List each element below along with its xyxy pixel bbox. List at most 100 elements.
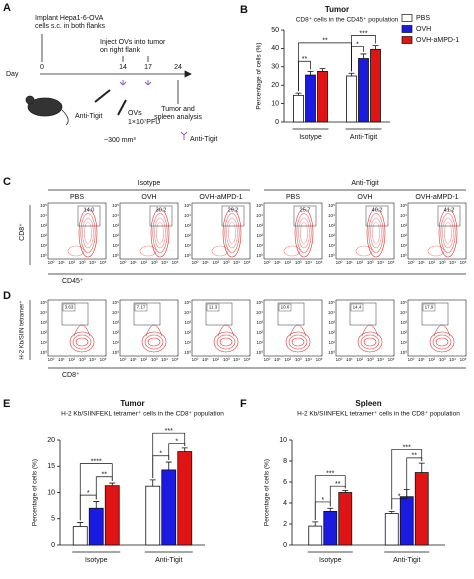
step-text: Implant Hepa1-6-OVA	[35, 15, 104, 22]
y-tick-label: 10¹	[184, 243, 191, 248]
group-header: Isotype	[138, 180, 161, 187]
y-tick-label: 10²	[112, 330, 119, 335]
x-tick-label: 10³	[223, 260, 230, 265]
y-tick-label: 10⁴	[256, 213, 263, 218]
x-tick-label: 10¹	[418, 260, 425, 265]
flow-plot	[47, 202, 107, 260]
x-tick-label: 10¹	[274, 260, 281, 265]
flow-plot	[47, 299, 107, 357]
error-bar	[312, 521, 319, 527]
y-tick-label: 10²	[40, 330, 47, 335]
y-tick-label: 4	[283, 500, 287, 507]
gate-value: 7.17	[137, 305, 146, 310]
x-tick-label: 10¹	[418, 357, 425, 362]
significance-label: *	[175, 439, 178, 446]
y-axis-label: Percentage of cells (%)	[264, 459, 271, 526]
step-text: Inject OVs into tumor	[100, 39, 166, 46]
x-tick-label: 10⁰	[408, 357, 415, 362]
x-tick-label: 10¹	[202, 260, 209, 265]
significance-label: ***	[403, 444, 411, 451]
y-tick-label: 0	[283, 542, 287, 549]
x-tick-label: 10³	[151, 357, 158, 362]
contour	[216, 334, 236, 350]
y-tick-label: 10⁵	[184, 300, 191, 305]
gate-value: 10.6	[281, 305, 290, 310]
gate-value: 41.2	[444, 207, 455, 213]
step-text: on right flank	[100, 47, 141, 54]
gate-label-box	[62, 303, 76, 312]
y-tick-label: 10	[271, 100, 279, 107]
error-bar	[77, 522, 84, 527]
chart-subtitle: H-2 Kb/SIINFEKL tetramer⁺ cells in the C…	[61, 411, 224, 418]
flow-plot	[263, 299, 323, 357]
y-tick-label: 10⁴	[184, 310, 191, 315]
contour	[82, 217, 94, 249]
flow-plot	[335, 299, 395, 357]
contour	[363, 337, 377, 347]
x-tick-label: 10²	[141, 357, 148, 362]
x-tick-label: 10³	[295, 357, 302, 362]
gate-label-box	[350, 303, 364, 312]
flow-density	[141, 324, 167, 353]
contour	[355, 245, 373, 257]
column-header: OVH	[141, 194, 156, 201]
x-tick-label: 10²	[213, 357, 220, 362]
contour	[224, 213, 240, 253]
y-tick-label: 10¹	[400, 243, 407, 248]
contour	[300, 222, 308, 244]
significance-label: **	[102, 472, 108, 479]
syringe	[117, 99, 127, 116]
contour	[222, 208, 242, 258]
ov-text: OVs	[128, 110, 142, 117]
y-tick-label: 10¹	[400, 340, 407, 345]
y-tick-label: 10⁴	[328, 213, 335, 218]
bar	[323, 510, 338, 546]
gate-value: 11.3	[209, 305, 218, 310]
significance-label: ***	[326, 471, 334, 478]
bar	[370, 48, 381, 123]
x-tick-label: 10²	[285, 260, 292, 265]
x-tick-label: 10⁰	[192, 357, 199, 362]
bar	[399, 496, 414, 546]
x-tick-label: 10²	[285, 357, 292, 362]
contour	[372, 222, 380, 244]
gate	[277, 302, 305, 326]
panel-label: C	[3, 176, 11, 188]
y-tick-label: 10⁵	[328, 300, 335, 305]
contour	[435, 337, 449, 347]
chart-title: Tumor	[325, 5, 349, 14]
flow-density	[211, 208, 242, 258]
y-tick-label: 10⁵	[328, 203, 335, 208]
y-tick-label: 10⁴	[40, 213, 47, 218]
x-tick-label: 10⁴	[305, 357, 312, 362]
contour	[147, 337, 161, 347]
error-bar	[181, 447, 188, 452]
y-tick-label: 10²	[328, 233, 335, 238]
y-tick-label: 10⁴	[184, 213, 191, 218]
y-tick-label: 10⁰	[112, 350, 119, 355]
y-tick-label: 10³	[400, 320, 407, 325]
significance-bracket	[314, 475, 346, 520]
contour	[156, 222, 164, 244]
gate-label-box	[206, 303, 220, 312]
flow-plot	[119, 202, 179, 260]
contour	[154, 217, 166, 249]
error-bar	[327, 507, 334, 512]
contour	[152, 213, 168, 253]
y-tick-label: 6	[283, 479, 287, 486]
flow-density	[69, 324, 95, 353]
x-tick-label: 10³	[439, 260, 446, 265]
y-tick-label: 10³	[328, 223, 335, 228]
flow-plot	[407, 202, 467, 260]
day-tick: 14	[119, 64, 127, 71]
flow-density	[139, 208, 170, 258]
contour	[357, 331, 383, 353]
contour	[438, 208, 458, 258]
y-tick-label: 10⁵	[400, 300, 407, 305]
y-tick-label: 40	[271, 45, 279, 52]
significance-label: **	[302, 56, 308, 63]
contour	[442, 217, 454, 249]
flow-plot	[119, 299, 179, 357]
significance-bracket	[391, 449, 423, 510]
column-header: OVH-aMPD-1	[199, 194, 242, 201]
